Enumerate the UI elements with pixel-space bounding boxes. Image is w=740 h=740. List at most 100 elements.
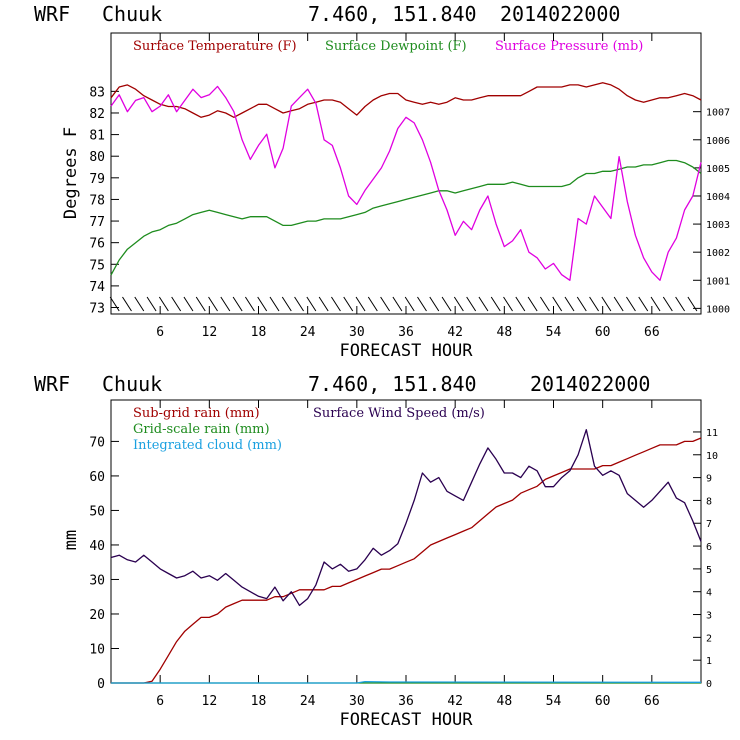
top-x-tick-label: 12	[202, 325, 218, 340]
bottom-series-surface-wind-speed	[110, 429, 702, 607]
bottom-x-tick-label: 60	[595, 694, 611, 709]
bottom-header-coords: 7.460, 151.840	[308, 372, 477, 396]
top-x-tick-label: 24	[300, 325, 316, 340]
top-x-tick-label: 60	[595, 325, 611, 340]
top-y2-tick-label: 1001	[706, 276, 730, 287]
wind-barb	[613, 296, 624, 312]
top-y2-tick-label: 1000	[706, 304, 730, 315]
top-header-model: WRF	[34, 2, 70, 26]
bottom-x-axis-label: FORECAST HOUR	[339, 710, 473, 730]
bottom-header-run: 2014022000	[530, 372, 650, 396]
top-y-axis-label: Degrees F	[61, 127, 81, 219]
wind-barb	[343, 296, 354, 312]
bottom-y2-tick-label: 3	[706, 611, 712, 622]
wind-barb	[687, 296, 698, 312]
wind-barb	[404, 296, 415, 312]
legend-surface-pressure: Surface Pressure (mb)	[495, 39, 643, 54]
wind-barb	[490, 296, 501, 312]
top-y-tick-label: 81	[89, 129, 105, 144]
legend-sub-grid-rain: Sub-grid rain (mm)	[133, 406, 260, 421]
wind-barb	[220, 296, 231, 312]
chart-dynamic-layer: 6 12 18 24 30 36 42 48 54 60 667374757677787980818…	[89, 33, 730, 709]
top-x-tick-label: 66	[644, 325, 660, 340]
wind-barb	[158, 296, 169, 312]
wind-barb	[232, 296, 243, 312]
top-x-tick-label: 54	[546, 325, 562, 340]
top-x-axis-label: FORECAST HOUR	[339, 341, 473, 361]
wind-barb	[564, 296, 575, 312]
wind-barb	[294, 296, 304, 312]
top-header-station: Chuuk	[102, 2, 162, 26]
wind-barb	[331, 296, 341, 312]
wind-barb	[318, 296, 329, 312]
bottom-y2-tick-label: 6	[706, 542, 712, 553]
top-plot-frame	[110, 32, 702, 315]
bottom-y-tick-label: 70	[89, 435, 105, 450]
top-y2-tick-label: 1004	[706, 192, 730, 203]
wind-barb	[503, 296, 513, 312]
top-y-tick-label: 82	[89, 107, 105, 122]
wind-barb	[195, 296, 206, 312]
bottom-x-tick-label: 48	[497, 694, 513, 709]
bottom-x-tick-label: 30	[349, 694, 365, 709]
top-y-tick-label: 73	[89, 302, 105, 317]
wind-barb	[576, 296, 587, 312]
bottom-x-tick-label: 36	[398, 694, 414, 709]
top-series-surface-temperature	[110, 82, 702, 118]
wind-barb	[208, 296, 218, 312]
wind-barb	[552, 296, 563, 312]
top-y-tick-label: 76	[89, 237, 105, 252]
bottom-y2-tick-label: 10	[706, 451, 718, 462]
wind-barb	[527, 296, 538, 312]
top-x-tick-label: 42	[447, 325, 463, 340]
wind-barb	[122, 296, 132, 312]
top-series-surface-pressure	[110, 85, 702, 281]
wind-barb	[478, 296, 489, 312]
wind-barb	[466, 296, 477, 312]
top-y2-tick-label: 1007	[706, 108, 730, 119]
bottom-series-sub-grid-rain	[111, 437, 702, 684]
bottom-y2-tick-label: 4	[706, 588, 712, 599]
wind-barb	[257, 296, 268, 312]
bottom-header-model: WRF	[34, 372, 70, 396]
bottom-y2-tick-label: 2	[706, 633, 712, 644]
top-x-tick-label: 48	[497, 325, 513, 340]
wind-barb	[183, 296, 194, 312]
legend-surface-dewpoint: Surface Dewpoint (F)	[325, 39, 467, 54]
wind-barb	[171, 296, 182, 312]
wind-barb	[515, 296, 526, 312]
bottom-y-tick-label: 20	[89, 608, 105, 623]
top-header-coords: 7.460, 151.840	[308, 2, 477, 26]
wind-barb	[109, 296, 120, 312]
top-y2-tick-label: 1003	[706, 220, 730, 231]
bottom-y-tick-label: 10	[89, 642, 105, 657]
top-x-tick-label: 30	[349, 325, 365, 340]
top-y-tick-label: 77	[89, 215, 105, 230]
top-header-run: 2014022000	[500, 2, 620, 26]
bottom-y-tick-label: 0	[97, 677, 105, 692]
top-x-tick-label: 36	[398, 325, 414, 340]
top-y-tick-label: 79	[89, 172, 105, 187]
bottom-y2-tick-label: 8	[706, 496, 712, 507]
wind-barb	[392, 296, 403, 312]
wind-barb	[244, 296, 255, 312]
bottom-header-station: Chuuk	[102, 372, 162, 396]
top-y-tick-label: 80	[89, 150, 105, 165]
bottom-x-tick-label: 6	[156, 694, 164, 709]
wind-barb	[134, 296, 145, 312]
bottom-x-tick-label: 24	[300, 694, 316, 709]
bottom-y2-tick-label: 5	[706, 565, 712, 576]
wind-barb	[367, 296, 378, 312]
wind-barb	[638, 296, 649, 312]
top-y-tick-label: 75	[89, 258, 105, 273]
bottom-x-tick-label: 54	[546, 694, 562, 709]
bottom-y2-tick-label: 1	[706, 656, 712, 667]
top-x-tick-label: 18	[251, 325, 267, 340]
bottom-y-tick-label: 50	[89, 504, 105, 519]
bottom-y-tick-label: 40	[89, 539, 105, 554]
wind-barb	[417, 296, 427, 312]
bottom-x-tick-label: 66	[644, 694, 660, 709]
legend-integrated-cloud: Integrated cloud (mm)	[133, 438, 282, 453]
legend-surface-wind-speed: Surface Wind Speed (m/s)	[313, 406, 485, 421]
